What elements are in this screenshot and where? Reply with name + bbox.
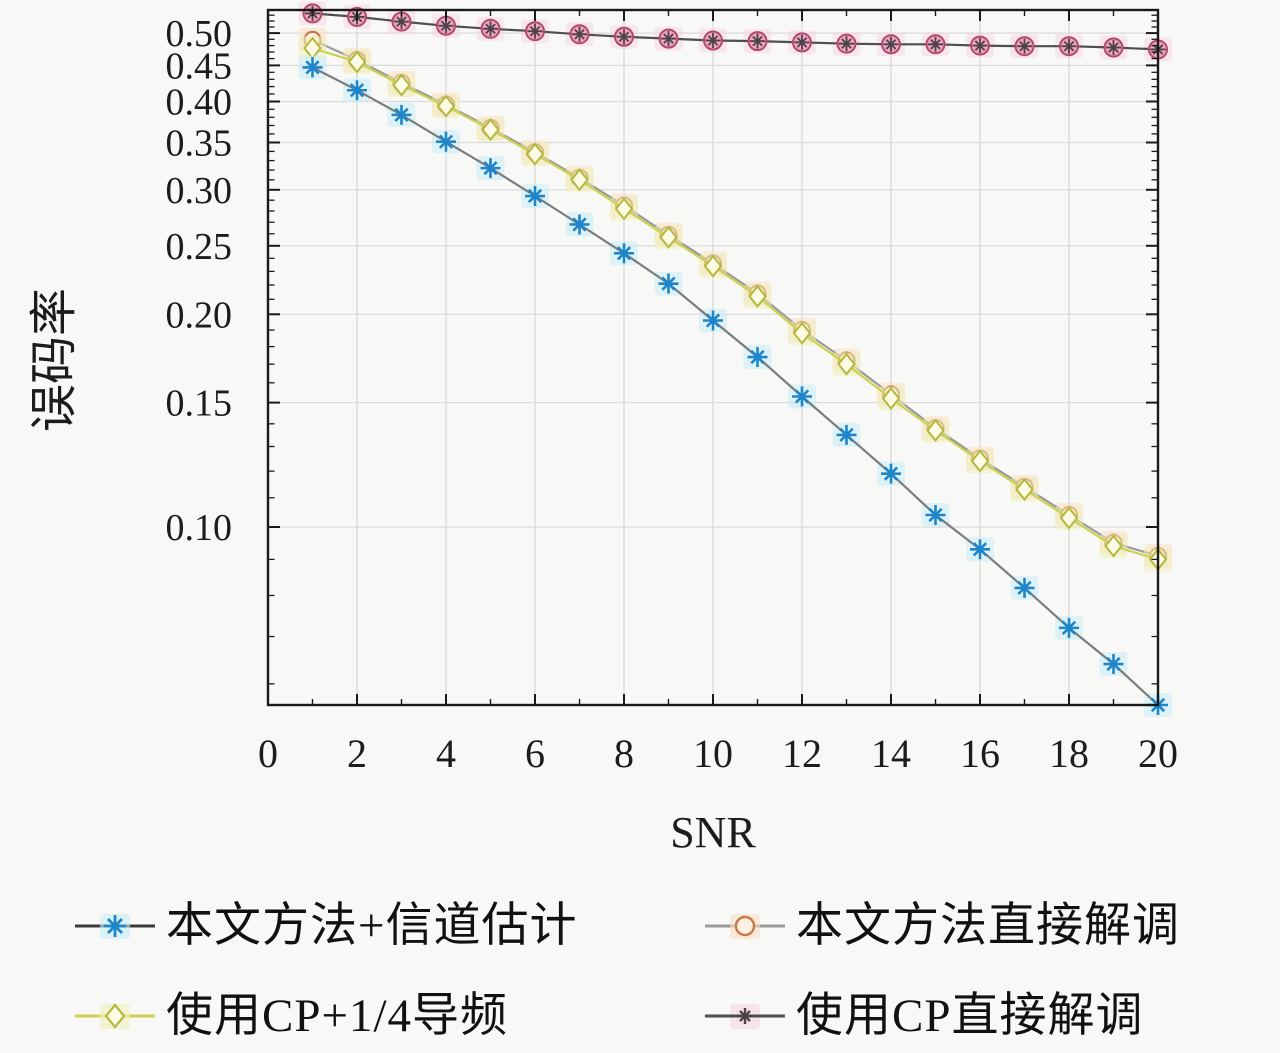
svg-text:0.15: 0.15 xyxy=(166,383,233,425)
legend-marker-yellow-diamond-icon xyxy=(75,1003,155,1029)
legend-label: 本文方法直接解调 xyxy=(796,899,1180,952)
legend-item-proposed-direct-demod: 本文方法直接解调 xyxy=(702,890,1180,962)
legend-marker-blue-asterisk-icon xyxy=(75,914,155,939)
svg-text:2: 2 xyxy=(347,731,367,776)
svg-text:0.40: 0.40 xyxy=(166,82,233,124)
legend-marker-orange-circle-icon xyxy=(705,914,785,939)
svg-text:12: 12 xyxy=(782,731,822,776)
legend-marker-gray-asterisk-icon xyxy=(705,1004,785,1029)
legend-item-cp-direct-demod: 使用CP直接解调 xyxy=(702,980,1144,1052)
legend-item-proposed-with-estimation: 本文方法+信道估计 xyxy=(72,890,578,962)
ber-line-chart: 0 2 4 6 8 10 12 14 16 18 20 0.500.450.400.35 0.30 0.2… xyxy=(28,1,1178,857)
svg-text:4: 4 xyxy=(436,731,456,776)
x-axis-label: SNR xyxy=(670,808,756,857)
y-axis-label: 误码率 xyxy=(28,288,81,432)
legend-label: 使用CP直接解调 xyxy=(796,989,1144,1042)
svg-text:0.10: 0.10 xyxy=(166,507,233,549)
svg-text:8: 8 xyxy=(614,731,634,776)
svg-text:0.35: 0.35 xyxy=(166,123,233,165)
svg-text:16: 16 xyxy=(960,731,1000,776)
svg-text:20: 20 xyxy=(1138,731,1178,776)
svg-text:10: 10 xyxy=(693,731,733,776)
svg-text:14: 14 xyxy=(871,731,911,776)
svg-text:18: 18 xyxy=(1049,731,1089,776)
svg-text:0.25: 0.25 xyxy=(166,226,233,268)
legend-label: 使用CP+1/4导频 xyxy=(166,989,509,1042)
svg-text:0.30: 0.30 xyxy=(166,170,233,212)
legend-item-cp-quarter-pilot: 使用CP+1/4导频 xyxy=(72,980,508,1052)
svg-text:6: 6 xyxy=(525,731,545,776)
svg-text:0.50: 0.50 xyxy=(166,13,233,55)
svg-text:0.20: 0.20 xyxy=(166,294,233,336)
svg-text:0: 0 xyxy=(258,731,278,776)
chart-legend: 本文方法+信道估计 本文方法直接解调 使用CP+1/4导频 使用CP直接解调 xyxy=(0,880,1280,1053)
svg-text:0.45: 0.45 xyxy=(166,45,233,87)
legend-label: 本文方法+信道估计 xyxy=(166,899,578,952)
